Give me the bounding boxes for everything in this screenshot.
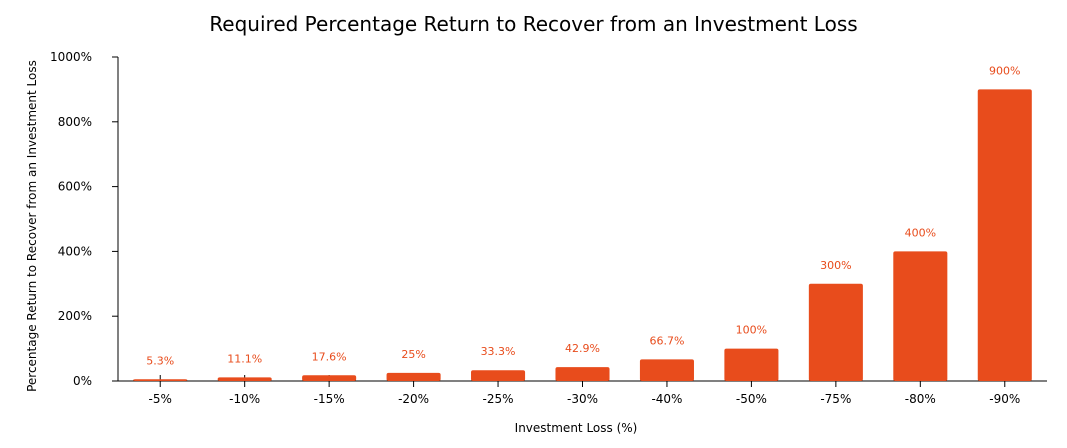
data-label: 5.3% <box>146 354 174 367</box>
bar <box>386 372 441 381</box>
x-tick-label: -90% <box>989 392 1020 406</box>
x-tick-label: -15% <box>314 392 345 406</box>
bar <box>724 348 779 381</box>
chart-title: Required Percentage Return to Recover fr… <box>209 12 858 36</box>
bar <box>977 89 1032 382</box>
data-label: 42.9% <box>565 342 600 355</box>
y-tick-label: 200% <box>58 309 92 323</box>
data-label: 900% <box>989 64 1020 77</box>
x-tick-label: -80% <box>905 392 936 406</box>
y-tick-label: 400% <box>58 244 92 258</box>
data-label: 17.6% <box>312 350 347 363</box>
y-tick-label: 600% <box>58 180 92 194</box>
bar <box>639 359 694 381</box>
x-tick-label: -50% <box>736 392 767 406</box>
y-tick-label: 800% <box>58 115 92 129</box>
bars <box>133 89 1032 382</box>
data-label: 100% <box>736 324 767 337</box>
x-tick-label: -40% <box>651 392 682 406</box>
data-label: 11.1% <box>227 352 262 365</box>
y-axis: 0% 200% 400% 600% 800% 1000% <box>50 50 119 388</box>
data-label: 33.3% <box>481 345 516 358</box>
x-tick-label: -75% <box>820 392 851 406</box>
y-tick-label: 1000% <box>50 50 92 64</box>
data-label: 400% <box>905 226 936 239</box>
bar <box>217 377 272 381</box>
bar <box>893 251 948 381</box>
bar <box>471 370 526 381</box>
bar <box>808 283 863 381</box>
y-tick-label: 0% <box>73 374 92 388</box>
x-tick-label: -20% <box>398 392 429 406</box>
data-label: 25% <box>401 348 425 361</box>
x-tick-label: -30% <box>567 392 598 406</box>
x-tick-label: -5% <box>149 392 172 406</box>
data-labels: 5.3% 11.1% 17.6% 25% 33.3% 42.9% 66.7% 100% 300%… <box>146 64 1020 367</box>
bar <box>555 367 610 381</box>
bar <box>133 379 188 381</box>
x-tick-label: -10% <box>229 392 260 406</box>
x-axis-title: Investment Loss (%) <box>514 421 638 435</box>
data-label: 66.7% <box>649 334 684 347</box>
data-label: 300% <box>820 259 851 272</box>
x-axis: -5% -10% -15% -20% -25% -30% -40% -50% -75% -80% -… <box>118 375 1047 406</box>
bar <box>302 375 357 381</box>
x-tick-label: -25% <box>483 392 514 406</box>
